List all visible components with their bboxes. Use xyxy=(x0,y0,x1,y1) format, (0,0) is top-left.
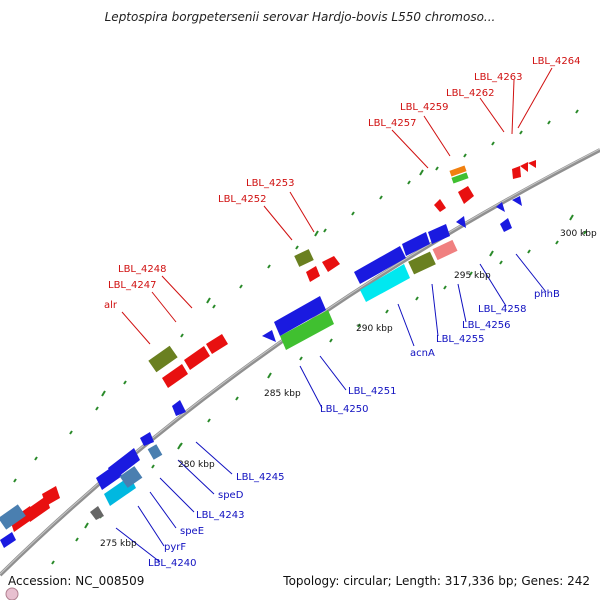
gene-lbl-4251[interactable] xyxy=(280,310,334,350)
gene-lbl-4250b[interactable] xyxy=(262,330,276,342)
label-alr[interactable]: alr xyxy=(104,300,118,311)
label-lbl-4264[interactable]: LBL_4264 xyxy=(532,56,580,67)
gene-blue-mid-1[interactable] xyxy=(402,232,430,256)
gene-lbl-4257[interactable] xyxy=(434,199,446,212)
gene-lbl-4245[interactable] xyxy=(172,400,186,416)
gene-lbl-4259b[interactable] xyxy=(451,172,469,184)
gene-lbl-4258b[interactable] xyxy=(456,216,466,228)
gene-lbl-4240[interactable] xyxy=(90,506,104,520)
gene-left-steel[interactable] xyxy=(0,504,26,530)
scale-labels: 275 kbp 280 kbp 285 kbp 290 kbp 295 kbp … xyxy=(100,229,597,549)
scale-300: 300 kbp xyxy=(560,229,597,239)
topology-summary: Topology: circular; Length: 317,336 bp; … xyxy=(283,574,590,588)
blue-labels: phhB LBL_4258 LBL_4256 LBL_4255 acnA LBL… xyxy=(148,289,560,569)
label-lbl-4258[interactable]: LBL_4258 xyxy=(478,304,526,315)
gene-pyrF-b[interactable] xyxy=(119,466,143,488)
gene-lbl-4248[interactable] xyxy=(148,345,178,373)
label-speD[interactable]: speD xyxy=(218,490,244,501)
gene-alr-b[interactable] xyxy=(206,334,228,354)
reverse-genes xyxy=(90,196,522,520)
label-lbl-4251[interactable]: LBL_4251 xyxy=(348,386,396,397)
label-lbl-4259[interactable]: LBL_4259 xyxy=(400,102,448,113)
label-lbl-4248[interactable]: LBL_4248 xyxy=(118,264,166,275)
gene-left-blue[interactable] xyxy=(0,532,16,548)
gene-lbl-4255[interactable] xyxy=(408,251,436,275)
forward-genes xyxy=(0,160,536,548)
label-lbl-4240[interactable]: LBL_4240 xyxy=(148,558,196,569)
gene-left-red-3[interactable] xyxy=(42,486,60,506)
label-lbl-4250[interactable]: LBL_4250 xyxy=(320,404,368,415)
gene-alr[interactable] xyxy=(184,346,210,370)
label-lbl-4255[interactable]: LBL_4255 xyxy=(436,334,484,345)
gene-lbl-4253[interactable] xyxy=(294,249,314,267)
gene-lbl-4256[interactable] xyxy=(432,239,458,261)
gene-lbl-4251-top[interactable] xyxy=(354,246,406,284)
gene-lbl-4263[interactable] xyxy=(520,162,528,172)
chromosome-backbone-highlight xyxy=(0,148,600,575)
gene-lbl-4247[interactable] xyxy=(162,364,188,388)
label-lbl-4257[interactable]: LBL_4257 xyxy=(368,118,416,129)
label-speE[interactable]: speE xyxy=(180,526,204,537)
gene-lbl-4258[interactable] xyxy=(500,218,512,232)
label-lbl-4262[interactable]: LBL_4262 xyxy=(446,88,494,99)
gene-blue-mid-2[interactable] xyxy=(428,224,450,244)
gene-lbl-4250[interactable] xyxy=(274,296,326,336)
chromosome-backbone xyxy=(0,148,600,577)
label-lbl-4252[interactable]: LBL_4252 xyxy=(218,194,266,205)
gene-lbl-4257b[interactable] xyxy=(458,186,474,204)
scale-285: 285 kbp xyxy=(264,389,301,399)
gene-lbl-4259[interactable] xyxy=(449,165,467,177)
gene-lbl-4252[interactable] xyxy=(322,256,340,272)
gene-lbl-4264[interactable] xyxy=(528,160,536,168)
label-lbl-4247[interactable]: LBL_4247 xyxy=(108,280,156,291)
gene-left-red-2[interactable] xyxy=(26,496,50,522)
scale-295: 295 kbp xyxy=(454,271,491,281)
accession-label: Accession: NC_008509 xyxy=(8,574,145,588)
label-pyrF[interactable]: pyrF xyxy=(164,542,186,553)
corner-marker xyxy=(5,587,19,600)
label-lbl-4243[interactable]: LBL_4243 xyxy=(196,510,244,521)
scale-290: 290 kbp xyxy=(356,324,393,334)
gene-speD-b[interactable] xyxy=(147,444,163,460)
label-lbl-4256[interactable]: LBL_4256 xyxy=(462,320,510,331)
gene-speE[interactable] xyxy=(96,464,122,490)
label-acnA[interactable]: acnA xyxy=(410,348,435,359)
red-labels: LBL_4264 LBL_4263 LBL_4262 LBL_4259 LBL_… xyxy=(104,56,580,311)
label-lbl-4245[interactable]: LBL_4245 xyxy=(236,472,284,483)
label-lbl-4263[interactable]: LBL_4263 xyxy=(474,72,522,83)
label-connectors xyxy=(115,67,553,563)
gene-lbl-4253b[interactable] xyxy=(306,266,320,282)
gene-speD[interactable] xyxy=(140,432,154,446)
scale-280: 280 kbp xyxy=(178,460,215,470)
gene-acnA[interactable] xyxy=(360,264,410,302)
gene-lbl-4262[interactable] xyxy=(512,166,521,179)
label-phhB[interactable]: phhB xyxy=(534,289,560,300)
scale-275: 275 kbp xyxy=(100,539,137,549)
map-title: Leptospira borgpetersenii serovar Hardjo… xyxy=(104,10,496,24)
label-lbl-4253[interactable]: LBL_4253 xyxy=(246,178,294,189)
gene-phhB-b[interactable] xyxy=(512,196,522,206)
gene-phhB[interactable] xyxy=(496,202,505,212)
